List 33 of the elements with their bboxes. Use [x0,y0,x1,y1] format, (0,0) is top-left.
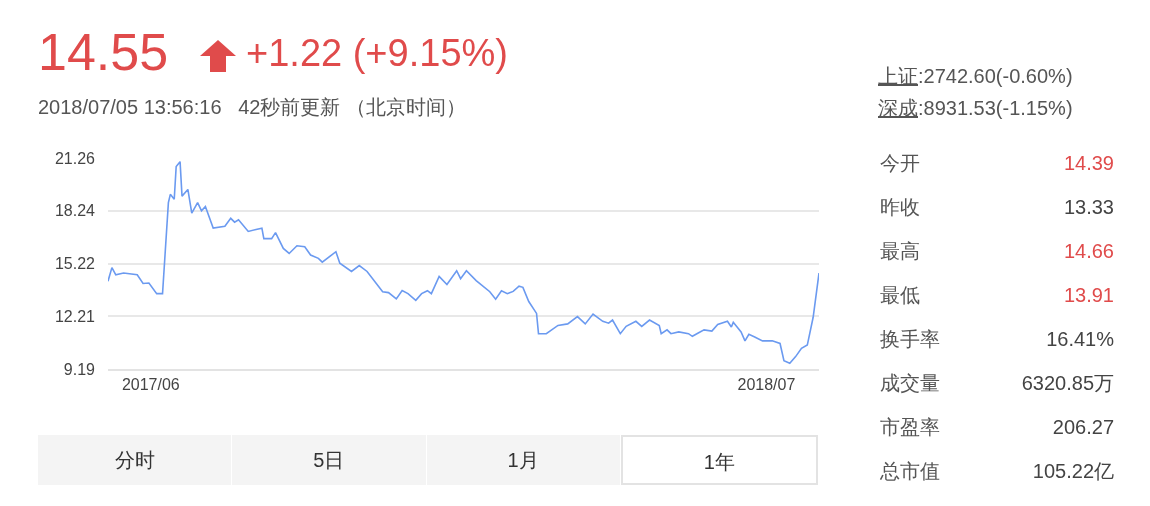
x-tick-label: 2018/07 [737,376,796,394]
line-series [108,160,819,365]
text: 5日 [232,435,427,485]
y-tick-label: 15.22 [54,255,96,273]
text: 深成:8931.53(-1.15%) [878,96,1074,121]
text: 1月 [426,435,621,485]
text: 6320.85万 [1021,371,1114,396]
text: 16.41% [1046,327,1114,352]
text: 最高 [880,239,920,264]
text: 昨收 [880,195,920,220]
y-tick-label: 9.19 [63,360,96,378]
chart-subtitle: 2018/07/05 13:56:16 42秒前更新 （北京时间） [38,95,466,120]
text: 成交量 [880,371,940,396]
text: 总市值 [880,459,940,484]
text: 13.91 [1063,283,1114,308]
text: 14.66 [1063,239,1114,264]
text: 市盈率 [880,415,940,440]
text: +1.22 (+9.15%) [246,31,508,76]
y-tick-label: 12.21 [54,307,96,325]
text: 1年 [620,435,818,485]
chart-title: 14.55 [38,22,169,82]
text: 14.39 [1063,151,1114,176]
x-tick-label: 2017/06 [121,376,180,394]
text: 上证:2742.60(-0.60%) [878,64,1074,89]
text: 换手率 [880,327,940,352]
text: 分时 [38,435,233,485]
text: 最低 [880,283,920,308]
y-tick-label: 18.24 [54,202,96,220]
text: 206.27 [1052,415,1114,440]
text: 13.33 [1063,195,1114,220]
y-tick-label: 21.26 [54,149,96,167]
text: 今开 [880,151,920,176]
text: 105.22亿 [1032,459,1114,484]
